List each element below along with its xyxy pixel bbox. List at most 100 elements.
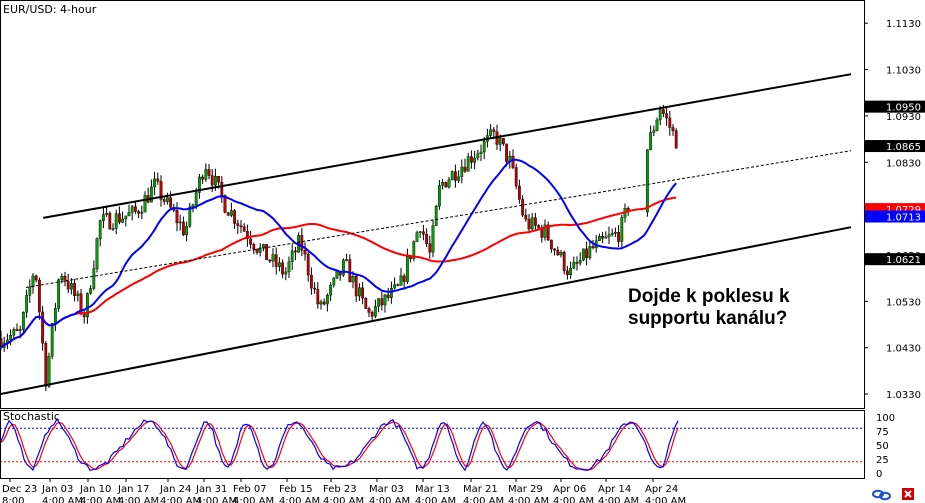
price-marker-label: 1.0865 [886, 142, 921, 153]
candle-body [466, 156, 470, 172]
candle-body [434, 206, 438, 226]
candle-body [41, 311, 45, 344]
price-marker-label: 1.0713 [886, 213, 921, 224]
slow-moving-average-line [0, 196, 677, 349]
candle-body [588, 246, 592, 259]
candle-body [268, 259, 272, 262]
candle-body [342, 259, 345, 276]
x-date-label: Mar 03 [369, 484, 404, 495]
candle-body [665, 113, 669, 119]
close-icon[interactable] [902, 488, 914, 500]
candle-body [652, 130, 656, 133]
candle-body [210, 175, 214, 186]
y-tick-label: 1.0530 [886, 297, 921, 308]
candle-body [406, 256, 409, 282]
candle-body [457, 176, 460, 181]
candle-body [572, 262, 576, 269]
candle-body [345, 259, 348, 261]
candle-body [610, 233, 614, 235]
x-time-label: 4:00 AM [233, 496, 274, 503]
candle-body [265, 244, 268, 261]
candle-body [306, 253, 310, 276]
candle-body [201, 176, 204, 180]
candle-body [575, 262, 579, 264]
candle-body [220, 181, 224, 196]
candle-body [101, 214, 105, 221]
candle-body [380, 298, 384, 306]
candle-body [319, 301, 323, 305]
candle-body [530, 217, 534, 230]
candle-body [546, 224, 550, 241]
candle-body [117, 213, 121, 223]
stochastic-k-line [0, 417, 679, 472]
x-date-label: Mar 13 [415, 484, 450, 495]
x-time-label: 4:00 AM [279, 496, 320, 503]
stoch-tick-label: 25 [876, 455, 889, 466]
candle-body [550, 239, 553, 250]
candle-body [124, 215, 128, 220]
x-date-label: Feb 15 [279, 484, 313, 495]
candle-body [12, 329, 16, 336]
candle-body [418, 231, 422, 233]
x-time-label: 4:00 AM [598, 496, 639, 503]
x-time-label: 4:00 AM [508, 496, 549, 503]
candle-body [159, 181, 163, 200]
channel-mid-line [25, 150, 852, 288]
candle-body [668, 117, 672, 128]
candle-body [620, 217, 624, 242]
candle-body [326, 295, 329, 305]
y-tick-label: 1.0830 [886, 158, 921, 169]
candle-body [470, 156, 473, 163]
candle-body [197, 176, 201, 193]
candle-body [479, 151, 483, 154]
candle-body [390, 287, 393, 298]
candle-body [646, 149, 649, 213]
x-date-label: Jan 17 [117, 484, 149, 495]
x-time-label: 4:00 AM [160, 496, 201, 503]
candle-body [188, 206, 192, 227]
candle-body [156, 178, 160, 182]
candle-body [239, 225, 243, 227]
candle-body [89, 288, 93, 294]
candle-body [137, 211, 140, 214]
candle-body [47, 355, 51, 387]
x-date-label: Dec 23 [2, 484, 37, 495]
candle-body [460, 166, 464, 177]
candle-body [69, 283, 73, 290]
candle-body [15, 329, 19, 331]
candle-body [521, 199, 525, 216]
candle-body [364, 297, 368, 309]
x-time-label: 4:00 AM [118, 496, 159, 503]
candle-body [255, 248, 259, 253]
candle-body [553, 248, 557, 251]
candle-body [578, 260, 582, 264]
candle-body [274, 254, 278, 267]
candle-body [511, 155, 515, 168]
candle-body [236, 223, 240, 226]
candle-body [383, 294, 387, 306]
candle-body [473, 157, 476, 163]
link-icon[interactable] [872, 488, 891, 501]
x-time-label: 4:00 AM [415, 496, 456, 503]
candle-body [402, 275, 406, 282]
candle-body [223, 195, 227, 213]
candle-body [249, 238, 252, 245]
candle-body [121, 218, 125, 223]
candle-body [50, 323, 54, 357]
stoch-tick-label: 0 [876, 469, 882, 480]
y-tick-label: 1.1030 [886, 66, 921, 77]
candle-body [313, 287, 316, 290]
candle-body [537, 225, 541, 228]
candle-body [569, 267, 573, 275]
candle-body [348, 259, 352, 283]
candle-body [73, 283, 77, 296]
x-time-label: 4:00 AM [553, 496, 594, 503]
candle-body [169, 197, 172, 208]
x-time-label: 4:00 AM [323, 496, 364, 503]
candle-body [44, 343, 48, 387]
candle-body [57, 279, 61, 309]
candle-body [114, 213, 118, 229]
candle-body [28, 286, 32, 296]
candle-body [415, 232, 419, 242]
x-time-label: 4:00 AM [645, 496, 686, 503]
